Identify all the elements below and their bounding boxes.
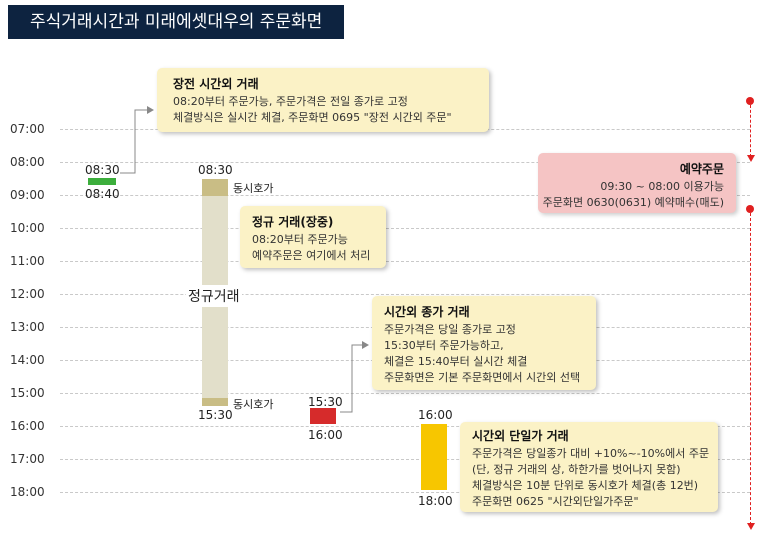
after-close-info-title: 시간외 종가 거래 [384,305,470,319]
time-gridline [60,492,750,493]
time-tick-label: 10:00 [10,221,45,235]
premarket-bar [88,178,116,185]
reservation-info-line: 09:30 ~ 08:00 이용가능 [600,180,724,193]
time-gridline [60,459,750,460]
time-gridline [60,228,750,229]
premarket-info-line: 08:20부터 주문가능, 주문가격은 전일 종가로 고정 [173,95,408,108]
time-gridline [60,195,750,196]
reservation-bottom-dot [746,205,754,213]
open-auction-label: 동시호가 [233,182,274,195]
premarket-connector-arrow [147,106,154,114]
single-price-bar [421,424,447,490]
reservation-bottom-line [750,213,751,525]
time-tick-label: 11:00 [10,254,45,268]
single-price-info-line: 주문화면 0625 "시간외단일가주문" [472,495,639,508]
time-tick-label: 16:00 [10,419,45,433]
time-tick-label: 13:00 [10,320,45,334]
single-price-start-label: 16:00 [418,408,453,422]
regular-info-line: 예약주문은 여기에서 처리 [252,249,371,262]
premarket-end-label: 08:40 [85,187,120,201]
reservation-top-dot [746,97,754,105]
premarket-info-title: 장전 시간외 거래 [173,77,259,91]
reservation-bottom-arrow [747,523,755,530]
single-price-info-title: 시간외 단일가 거래 [472,429,569,443]
time-gridline [60,294,750,295]
regular-end-label: 15:30 [198,408,233,422]
after-close-end-label: 16:00 [308,428,343,442]
reservation-info-line: 주문화면 0630(0631) 예약매수(매도) [542,196,724,209]
close-auction-bar [202,398,228,406]
time-gridline [60,261,750,262]
reservation-info-box: 예약주문 09:30 ~ 08:00 이용가능 주문화면 0630(0631) … [538,153,736,213]
regular-info-title: 정규 거래(장중) [252,215,334,229]
reservation-info-title: 예약주문 [679,162,724,176]
after-close-info-line: 주문가격은 당일 종가로 고정 [384,323,516,336]
close-auction-label: 동시호가 [233,398,274,411]
regular-info-line: 08:20부터 주문가능 [252,233,348,246]
premarket-info-box: 장전 시간외 거래 08:20부터 주문가능, 주문가격은 전일 종가로 고정 … [157,68,489,132]
time-tick-label: 08:00 [10,155,45,169]
reservation-top-arrow [747,155,755,162]
time-gridline [60,162,750,163]
time-tick-label: 12:00 [10,287,45,301]
after-close-info-line: 주문화면은 기본 주문화면에서 시간외 선택 [384,371,581,384]
regular-start-label: 08:30 [198,163,233,177]
after-close-connector [340,344,362,413]
time-tick-label: 17:00 [10,452,45,466]
premarket-info-line: 체결방식은 실시간 체결, 주문화면 0695 "장전 시간외 주문" [173,111,452,124]
after-close-info-line: 15:30부터 주문가능하고, [384,339,504,352]
single-price-info-line: 체결방식은 10분 단위로 동시호가 체결(총 12번) [472,479,699,492]
reservation-top-line [750,105,751,157]
after-close-start-label: 15:30 [308,395,343,409]
single-price-info-line: (단, 정규 거래의 상, 하한가를 벗어나지 못함) [472,463,681,476]
after-close-info-box: 시간외 종가 거래 주문가격은 당일 종가로 고정 15:30부터 주문가능하고… [372,296,596,390]
time-tick-label: 18:00 [10,485,45,499]
time-tick-label: 09:00 [10,188,45,202]
after-close-bar [310,408,336,424]
single-price-end-label: 18:00 [418,494,453,508]
premarket-connector [120,109,147,174]
time-gridline [60,393,750,394]
time-tick-label: 07:00 [10,122,45,136]
regular-info-box: 정규 거래(장중) 08:20부터 주문가능 예약주문은 여기에서 처리 [240,206,386,268]
after-close-connector-arrow [362,341,369,349]
time-tick-label: 15:00 [10,386,45,400]
time-tick-label: 14:00 [10,353,45,367]
single-price-info-line: 주문가격은 당일종가 대비 +10%~-10%에서 주문 [472,447,710,460]
after-close-info-line: 체결은 15:40부터 실시간 체결 [384,355,528,368]
single-price-info-box: 시간외 단일가 거래 주문가격은 당일종가 대비 +10%~-10%에서 주문 … [460,422,718,512]
regular-session-label: 정규거래 [186,285,242,307]
open-auction-bar [202,179,228,196]
page-title: 주식거래시간과 미래에셋대우의 주문화면 [8,5,345,39]
premarket-start-label: 08:30 [85,163,120,177]
time-gridline [60,426,750,427]
